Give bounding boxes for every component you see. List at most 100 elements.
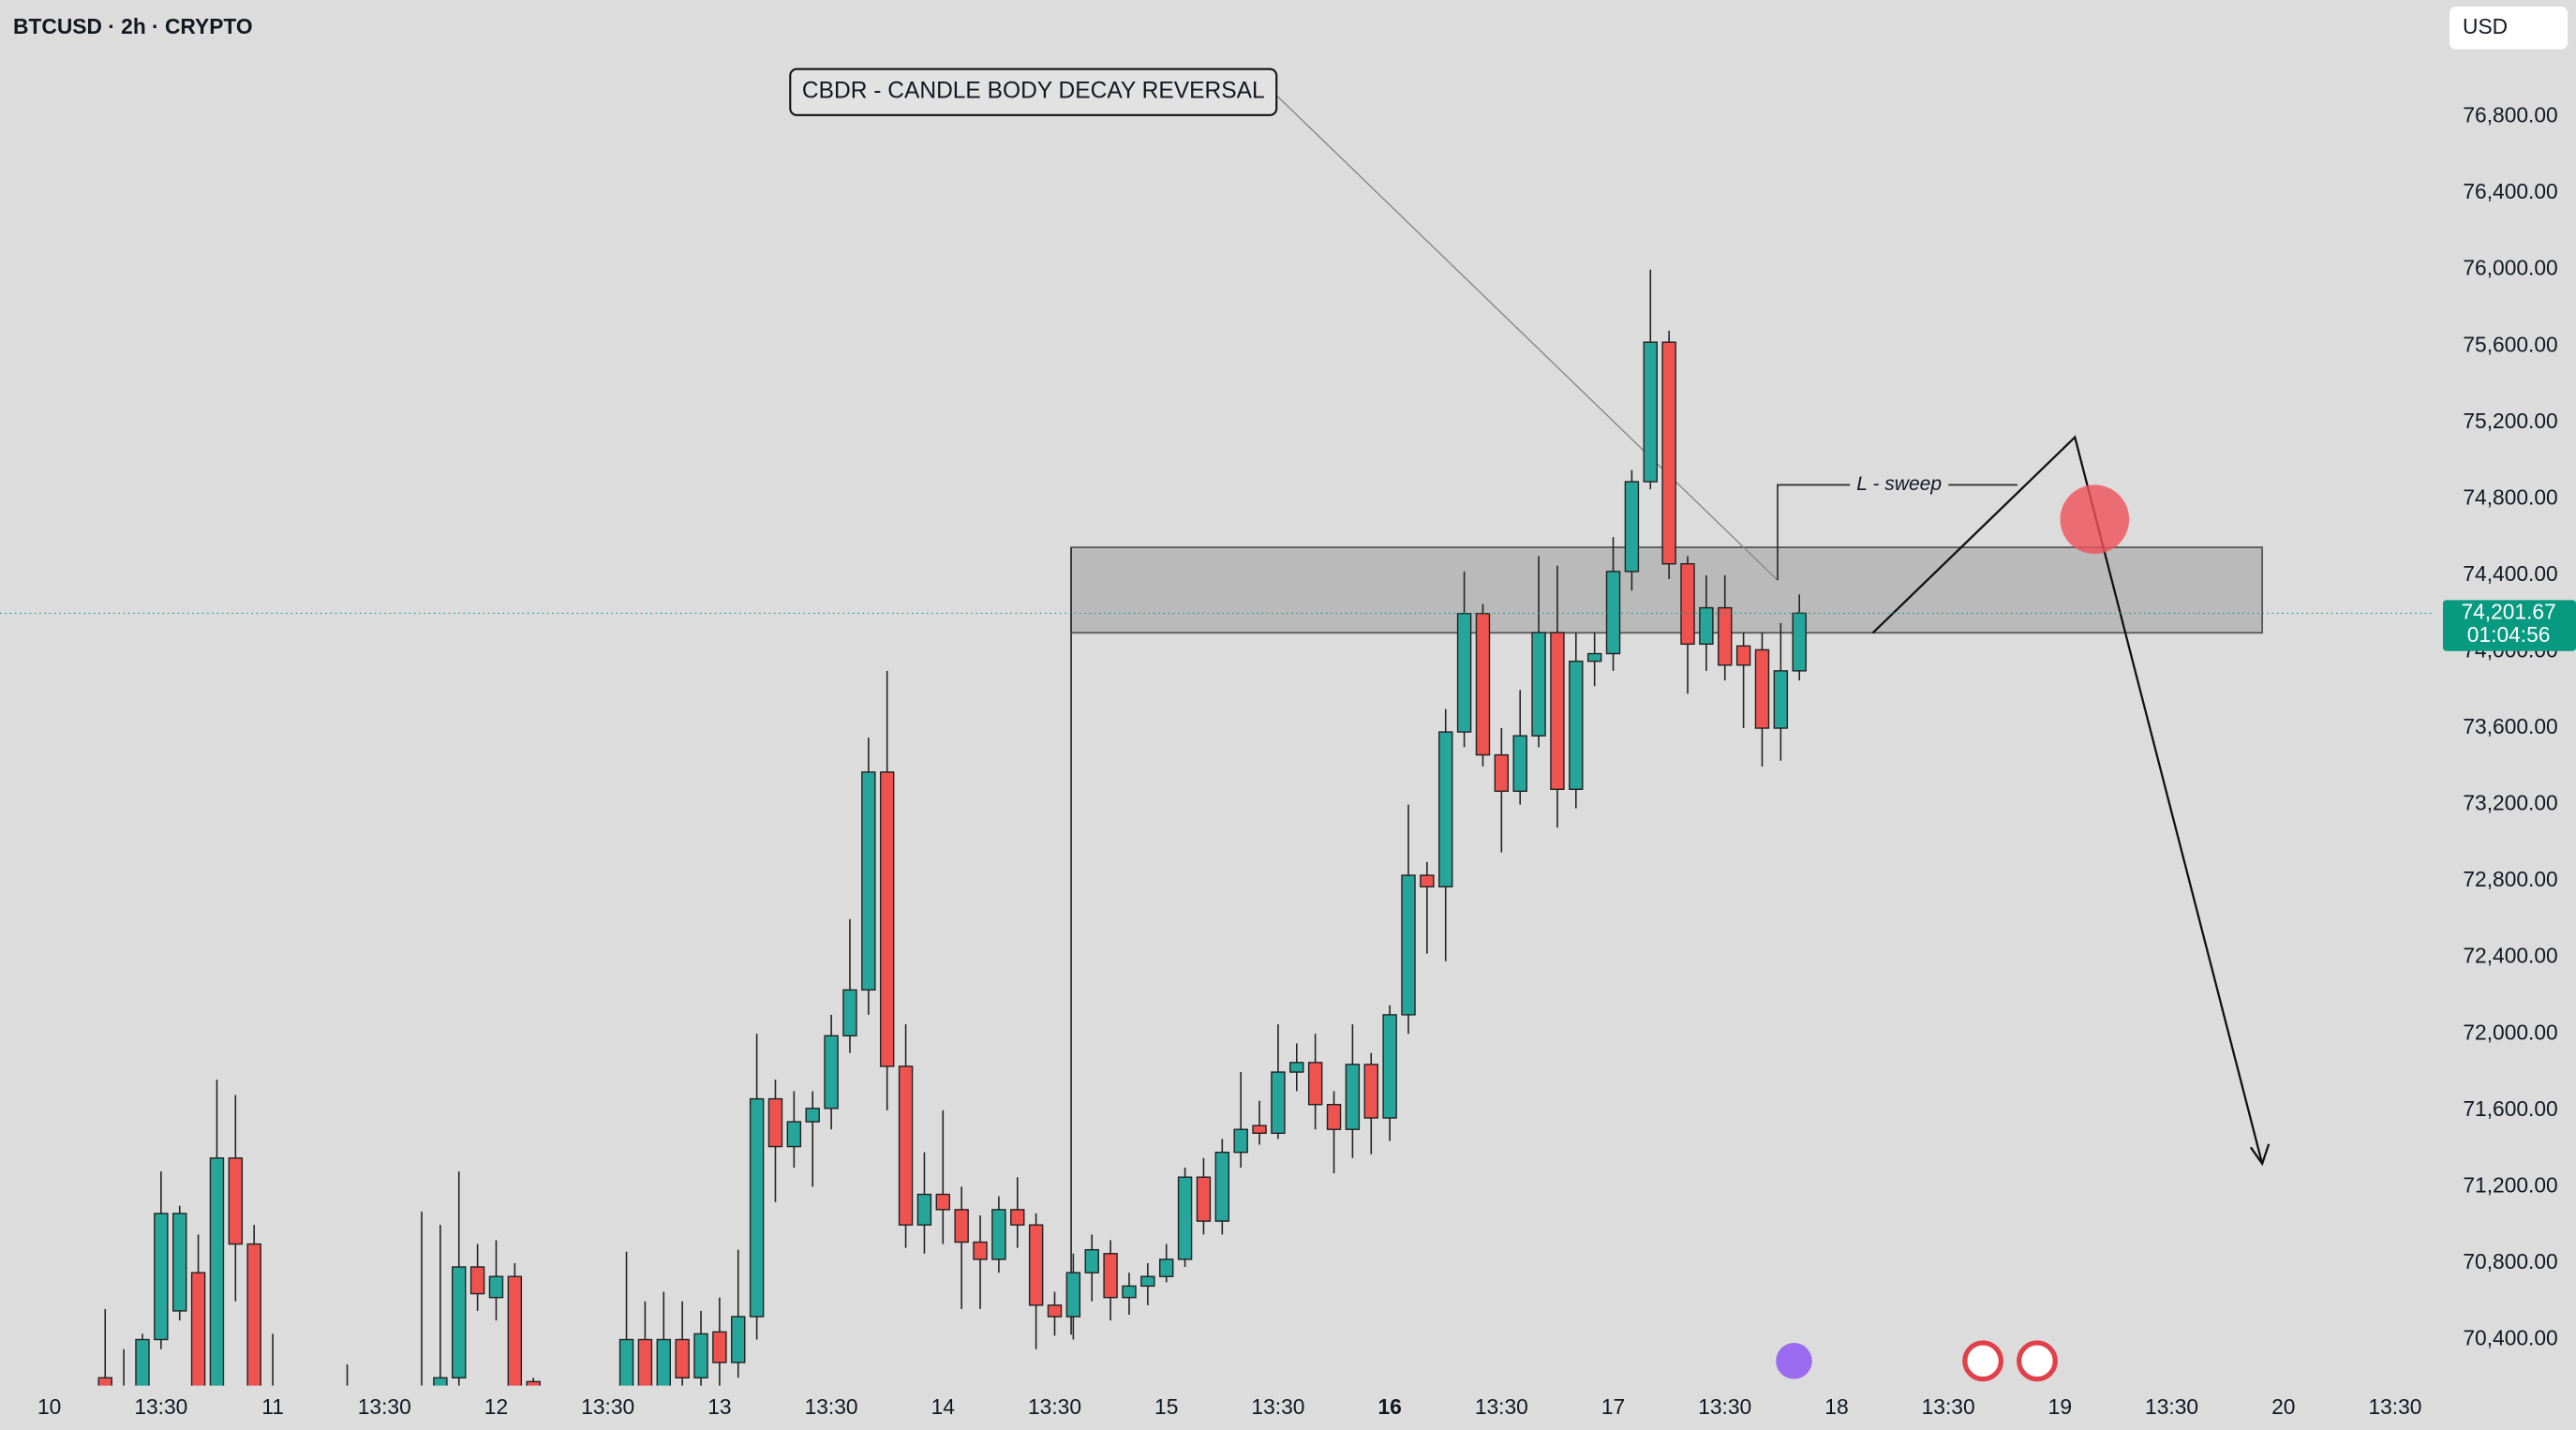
candle-body — [1475, 613, 1491, 756]
y-tick-label: 76,000.00 — [2463, 256, 2557, 280]
candle-body — [1010, 1209, 1025, 1226]
sweep-line — [1777, 484, 1851, 581]
candle-body — [190, 1272, 206, 1386]
x-tick-label: 11 — [261, 1394, 284, 1419]
candle-body — [1735, 645, 1751, 666]
x-tick-label: 17 — [1601, 1394, 1625, 1419]
candle-body — [1718, 606, 1733, 666]
x-tick-label: 18 — [1824, 1394, 1848, 1419]
candle-body — [1307, 1062, 1323, 1106]
currency-button[interactable] — [2449, 7, 2569, 50]
x-tick-label: 19 — [2048, 1394, 2072, 1419]
candle-body — [1605, 571, 1621, 655]
x-tick-label: 13:30 — [1028, 1394, 1081, 1419]
candle-body — [1624, 481, 1640, 573]
candle-body — [991, 1209, 1006, 1260]
candle-body — [1680, 562, 1695, 646]
candle-body — [1271, 1071, 1286, 1134]
x-tick-label: 13:30 — [358, 1394, 411, 1419]
candle-body — [1643, 341, 1658, 483]
x-tick-label: 12 — [484, 1394, 508, 1419]
x-tick-label: 13 — [707, 1394, 731, 1419]
candle-body — [172, 1213, 187, 1312]
candle-body — [935, 1193, 951, 1211]
candle-body — [1158, 1259, 1174, 1277]
x-tick-label: 13:30 — [134, 1394, 187, 1419]
candle-body — [1438, 731, 1453, 887]
y-tick-label: 73,600.00 — [2463, 714, 2557, 738]
projection-arrow — [1871, 435, 2264, 1165]
candle-body — [1773, 670, 1789, 729]
arrow-head — [2249, 1143, 2271, 1167]
event-icon[interactable] — [1962, 1340, 2004, 1382]
candle-body — [824, 1035, 839, 1110]
currency[interactable]: USD — [2463, 14, 2508, 38]
candle-body — [488, 1275, 504, 1299]
x-tick-label: 13:30 — [1922, 1394, 1975, 1419]
candle-body — [97, 1377, 112, 1386]
x-tick-label: 13:30 — [1251, 1394, 1304, 1419]
candle-body — [731, 1316, 746, 1363]
candle-body — [1028, 1224, 1044, 1306]
candle-body — [1196, 1176, 1212, 1222]
candle-body — [861, 771, 876, 991]
candle-body — [1586, 652, 1602, 663]
candle-body — [805, 1108, 820, 1123]
price-tag — [2442, 600, 2576, 651]
y-tick-label: 73,200.00 — [2463, 791, 2557, 815]
candle-body — [1214, 1151, 1230, 1222]
candle-body — [954, 1209, 969, 1244]
y-tick-label: 72,000.00 — [2463, 1020, 2557, 1044]
event-icon[interactable] — [2017, 1340, 2058, 1382]
connector — [1275, 95, 1779, 581]
candle-body — [1233, 1128, 1248, 1154]
symbol-title: BTCUSD · 2h · CRYPTO — [13, 14, 253, 38]
candle-body — [842, 989, 857, 1037]
annotation-box — [789, 67, 1278, 116]
candle-body — [1047, 1304, 1063, 1318]
candle-body — [1345, 1064, 1361, 1130]
candle-body — [507, 1275, 523, 1386]
candle-body — [656, 1338, 671, 1386]
candle-body — [1289, 1062, 1304, 1073]
candle-body — [898, 1065, 914, 1226]
candle-body — [246, 1243, 261, 1386]
candle-body — [973, 1241, 988, 1260]
candle-body — [1661, 341, 1676, 565]
y-tick-label: 75,600.00 — [2463, 332, 2557, 356]
candle-body — [154, 1213, 169, 1341]
candle-body — [1792, 612, 1807, 672]
x-tick-label: 13:30 — [581, 1394, 634, 1419]
candle-body — [675, 1338, 690, 1378]
plot-area: L - sweep — [0, 95, 2432, 1386]
x-tick-label: 13:30 — [1475, 1394, 1528, 1419]
candle-body — [1456, 613, 1472, 733]
candle-body — [433, 1377, 448, 1386]
candle-body — [1363, 1064, 1378, 1119]
x-tick-label: 13:30 — [805, 1394, 858, 1419]
candle-body — [916, 1193, 932, 1226]
candle-body — [618, 1338, 634, 1386]
candle-body — [1065, 1272, 1081, 1318]
candle-body — [1699, 606, 1714, 646]
last-price-label: 74,201.67 — [2461, 599, 2555, 623]
candle-body — [712, 1331, 727, 1363]
candle-body — [1122, 1285, 1137, 1299]
sweep-label: L - sweep — [1856, 473, 1942, 495]
y-tick-label: 72,400.00 — [2463, 944, 2557, 968]
x-tick-label: 20 — [2271, 1394, 2295, 1419]
x-tick-label: 15 — [1154, 1394, 1178, 1419]
candle-body — [1103, 1253, 1118, 1299]
event-icon[interactable] — [1776, 1343, 1812, 1379]
candle-body — [879, 771, 895, 1067]
candle-body — [1382, 1014, 1397, 1119]
candle-body — [749, 1097, 765, 1318]
candle-body — [1252, 1125, 1267, 1134]
candle-body — [767, 1097, 783, 1148]
candle-body — [1512, 735, 1527, 793]
y-tick-label: 74,400.00 — [2463, 561, 2557, 586]
x-tick-label: 14 — [931, 1394, 955, 1419]
y-tick-label: 71,200.00 — [2463, 1172, 2557, 1197]
